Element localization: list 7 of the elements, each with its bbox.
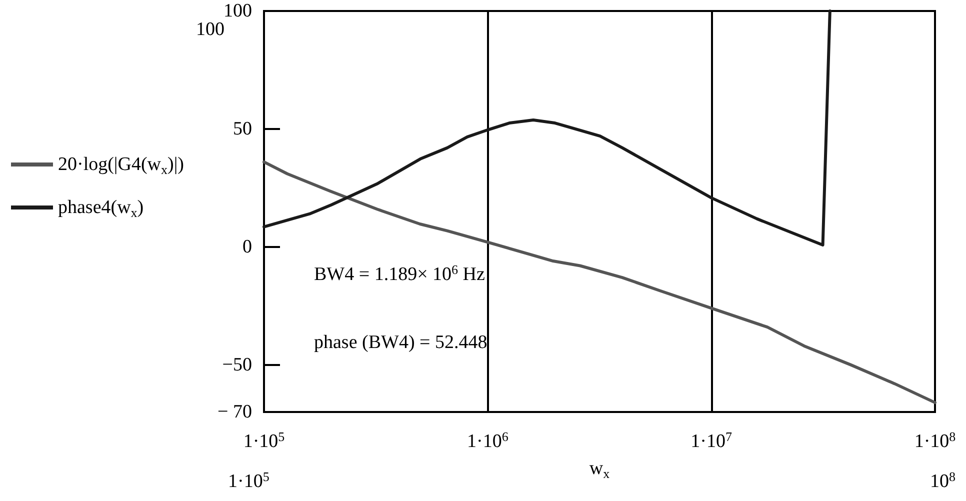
annotation: phase (BW4) = 52.448 — [314, 332, 488, 353]
y-tick-label: 100 — [224, 0, 252, 22]
y-tick-label: 50 — [233, 118, 252, 140]
y-tick-label: − 70 — [218, 402, 252, 422]
text: 100 — [196, 19, 224, 40]
y-tick-label: 0 — [242, 236, 252, 258]
y-tick-label: −50 — [222, 354, 252, 376]
